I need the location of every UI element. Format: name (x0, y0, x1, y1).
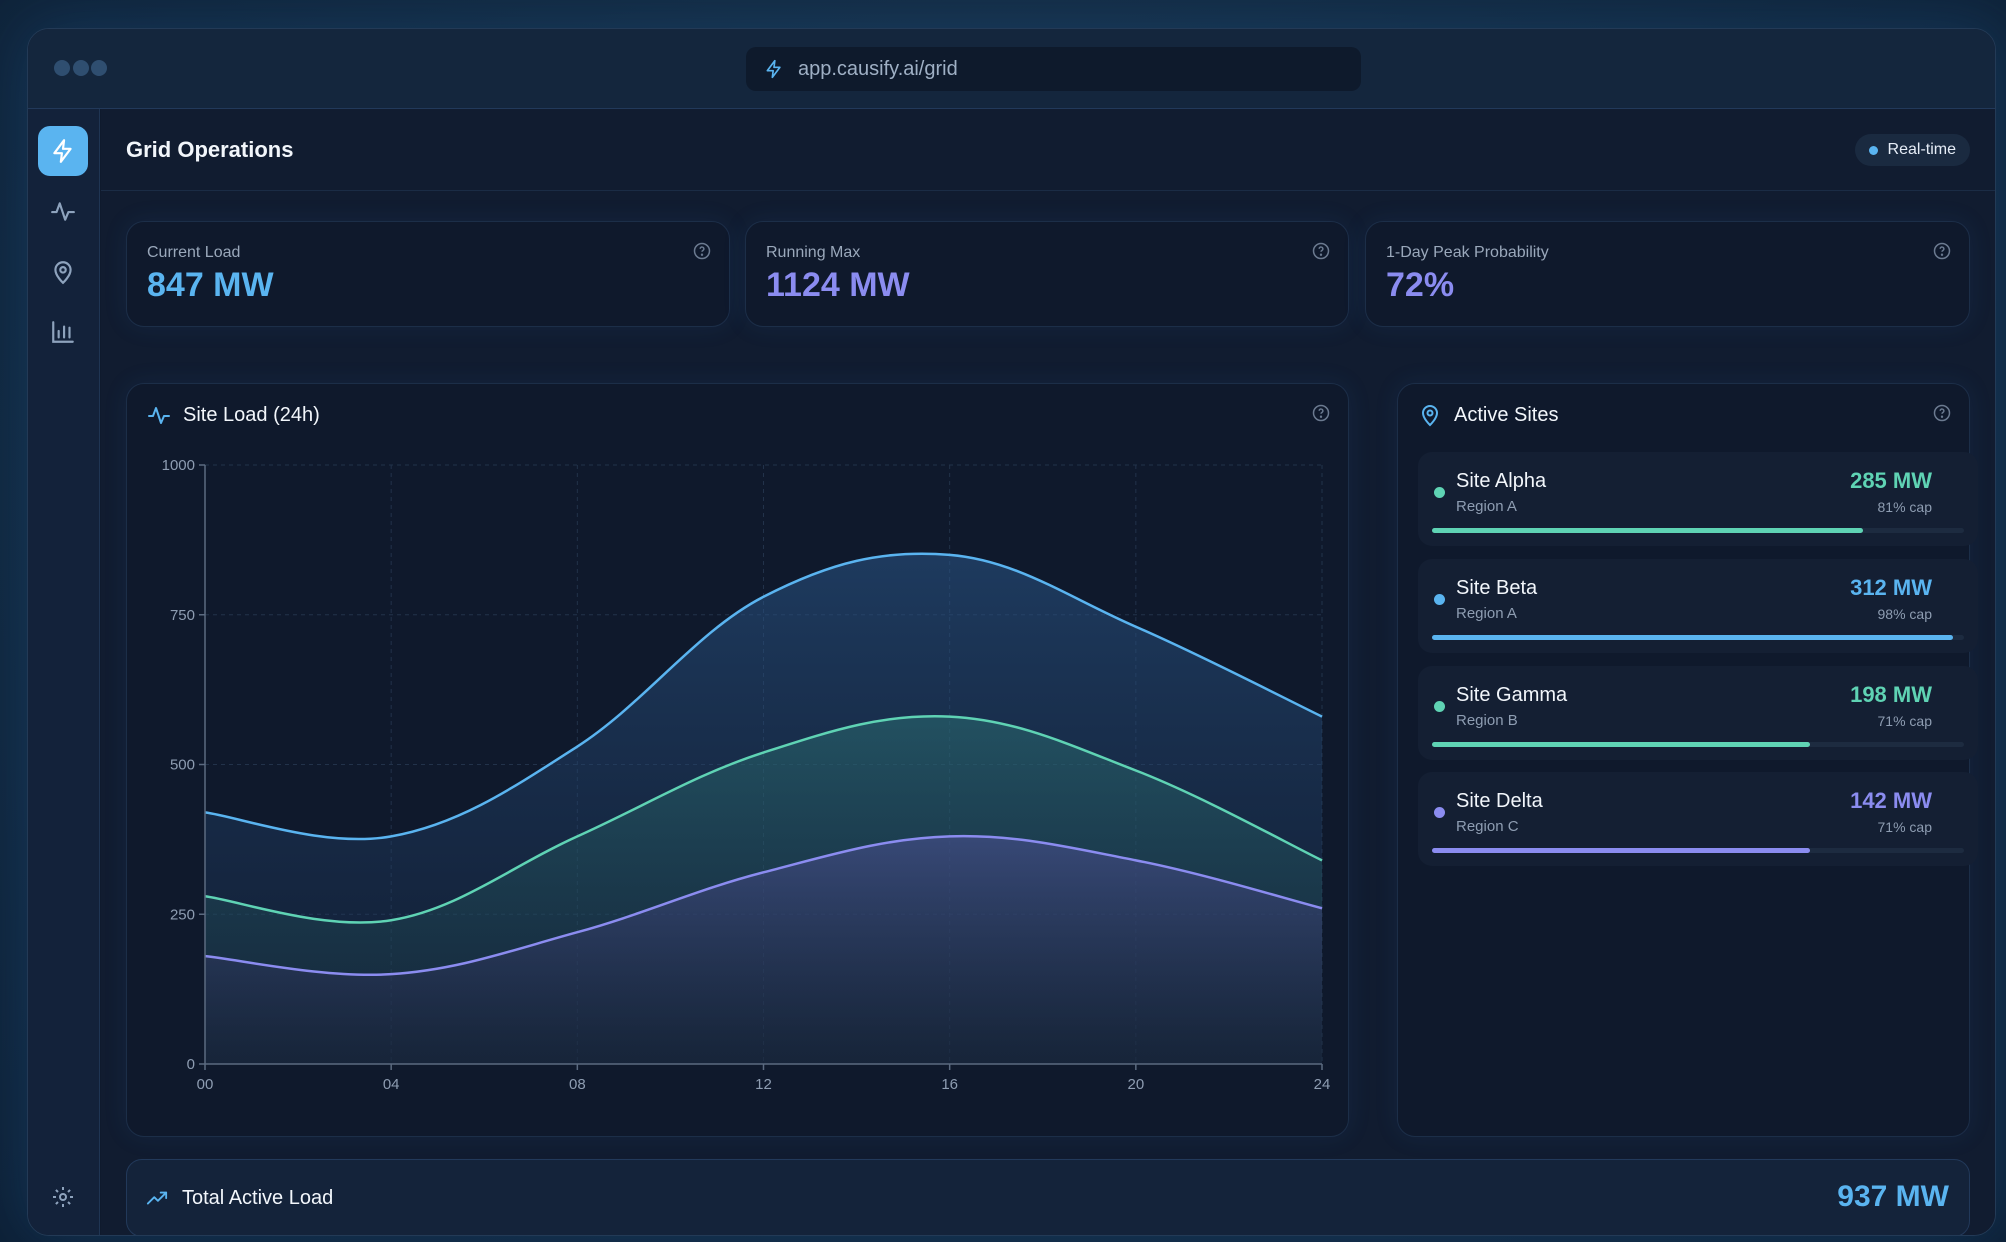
x-tick-label: 16 (941, 1076, 958, 1093)
kpi-card-peak-probability: 1-Day Peak Probability 72% (1365, 221, 1970, 327)
site-status-dot (1434, 594, 1445, 605)
kpi-card-current-load: Current Load 847 MW (126, 221, 730, 327)
x-tick-label: 04 (383, 1076, 400, 1093)
series-area-2 (205, 836, 1322, 1064)
activity-icon (51, 202, 75, 221)
bar-chart-icon (52, 321, 74, 343)
site-status-dot (1434, 487, 1445, 498)
site-capacity: 71% cap (1877, 713, 1932, 729)
map-pin-icon (54, 261, 72, 285)
x-tick-label: 12 (755, 1076, 772, 1093)
kpi-label: Current Load (147, 244, 241, 261)
capacity-bar-fill (1432, 635, 1954, 640)
site-load-chart-card: Site Load (24h) (126, 383, 1349, 1137)
x-tick-label: 08 (569, 1076, 586, 1093)
site-region: Region A (1456, 605, 1517, 622)
site-name: Site Beta (1456, 577, 1538, 599)
capacity-bar (1432, 742, 1964, 747)
app-window: app.causify.ai/grid Grid Operations Real… (27, 28, 1996, 1236)
kpi-label: Running Max (766, 244, 861, 261)
zap-icon (53, 139, 72, 163)
total-active-load-bar: Total Active Load 937 MW (126, 1159, 1970, 1235)
help-icon[interactable] (1933, 404, 1951, 422)
gear-icon (53, 1187, 73, 1207)
site-name: Site Delta (1456, 790, 1543, 812)
active-sites-card: Active Sites Site Alpha Region A 285 MW … (1397, 383, 1978, 1137)
window-minimize-dot[interactable] (73, 60, 89, 76)
page-header: Grid Operations Real-time (101, 109, 1995, 191)
site-region: Region C (1456, 818, 1519, 835)
sidebar (28, 109, 100, 1235)
trending-up-icon (146, 1191, 168, 1205)
capacity-bar (1432, 635, 1964, 640)
realtime-label: Real-time (1887, 141, 1956, 158)
x-tick-label: 24 (1314, 1076, 1331, 1093)
activity-icon (148, 407, 170, 424)
site-capacity: 71% cap (1877, 819, 1932, 835)
window-close-dot[interactable] (54, 60, 70, 76)
sidebar-item-sites[interactable] (38, 247, 88, 297)
kpi-value: 847 MW (147, 266, 274, 304)
chart-title: Site Load (24h) (183, 404, 320, 426)
site-status-dot (1434, 701, 1445, 712)
page-title: Grid Operations (126, 137, 294, 162)
site-item-beta[interactable]: Site Beta Region A 312 MW 98% cap (1418, 559, 1978, 653)
capacity-bar-fill (1432, 742, 1810, 747)
capacity-bar-fill (1432, 848, 1810, 853)
site-load: 198 MW (1850, 682, 1932, 707)
realtime-badge[interactable]: Real-time (1854, 134, 1970, 166)
site-capacity: 98% cap (1877, 606, 1932, 622)
title-bar: app.causify.ai/grid (28, 29, 1995, 109)
site-region: Region B (1456, 712, 1518, 729)
y-tick-label: 250 (170, 906, 195, 923)
sites-title: Active Sites (1454, 404, 1559, 426)
series-line-2 (204, 834, 1323, 976)
zap-icon (764, 59, 784, 79)
site-capacity: 81% cap (1877, 499, 1932, 515)
site-load: 285 MW (1850, 468, 1932, 493)
x-tick-label: 20 (1127, 1076, 1144, 1093)
kpi-label: 1-Day Peak Probability (1386, 244, 1549, 261)
y-tick-label: 0 (187, 1056, 195, 1073)
kpi-card-running-max: Running Max 1124 MW (745, 221, 1349, 327)
sidebar-item-activity[interactable] (38, 186, 88, 236)
site-load-chart: 0 250 500 750 1000 00 04 08 12 16 20 24 (162, 457, 1331, 1093)
main-content: Grid Operations Real-time Current Load 8… (101, 109, 1995, 1235)
live-indicator-dot (1868, 145, 1878, 155)
site-item-alpha[interactable]: Site Alpha Region A 285 MW 81% cap (1418, 452, 1978, 546)
sidebar-item-grid[interactable] (38, 126, 88, 176)
total-value: 937 MW (1837, 1180, 1949, 1213)
y-tick-label: 750 (170, 607, 195, 624)
y-tick-label: 1000 (162, 457, 195, 474)
site-name: Site Gamma (1456, 684, 1568, 706)
capacity-bar (1432, 848, 1964, 853)
total-label: Total Active Load (182, 1187, 334, 1209)
series-line-1 (204, 714, 1323, 924)
help-icon[interactable] (1933, 242, 1951, 260)
site-item-delta[interactable]: Site Delta Region C 142 MW 71% cap (1418, 772, 1978, 866)
site-item-gamma[interactable]: Site Gamma Region B 198 MW 71% cap (1418, 666, 1978, 760)
capacity-bar (1432, 528, 1964, 533)
site-region: Region A (1456, 498, 1517, 515)
site-status-dot (1434, 807, 1445, 818)
window-maximize-dot[interactable] (91, 60, 107, 76)
help-icon[interactable] (1312, 242, 1330, 260)
help-icon[interactable] (693, 242, 711, 260)
help-icon[interactable] (1312, 404, 1330, 422)
capacity-bar-fill (1432, 528, 1863, 533)
site-name: Site Alpha (1456, 470, 1547, 492)
url-text: app.causify.ai/grid (798, 57, 958, 80)
map-pin-icon (1421, 405, 1439, 427)
site-load: 312 MW (1850, 575, 1932, 600)
sidebar-item-settings[interactable] (38, 1172, 88, 1222)
site-load: 142 MW (1850, 788, 1932, 813)
kpi-value: 1124 MW (766, 266, 910, 304)
x-tick-label: 00 (197, 1076, 214, 1093)
url-bar[interactable]: app.causify.ai/grid (746, 47, 1361, 91)
sidebar-item-analytics[interactable] (38, 307, 88, 357)
y-tick-label: 500 (170, 757, 195, 774)
series-line-0 (204, 552, 1323, 841)
kpi-value: 72% (1386, 266, 1455, 304)
